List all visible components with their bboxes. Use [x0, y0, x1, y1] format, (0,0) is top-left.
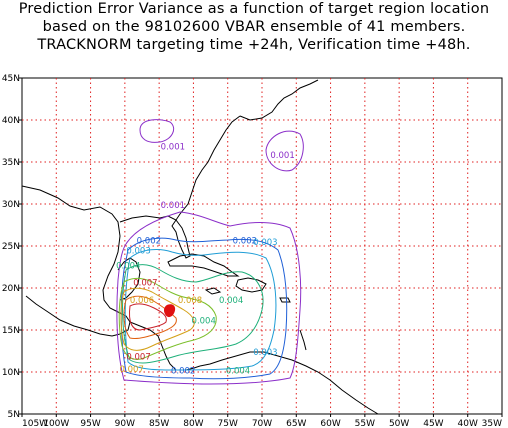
contour-0.002: [120, 237, 288, 380]
x-tick-label: 85W: [149, 419, 169, 428]
contour-label: 0.003: [253, 238, 277, 248]
contours: [116, 119, 304, 385]
coastline-south-america: [199, 351, 379, 415]
x-tick-label: 55W: [355, 419, 375, 428]
contour-label: 0.007: [120, 365, 144, 375]
contour-0.007: [123, 295, 177, 339]
contour-label: 0.004: [192, 316, 216, 326]
x-tick-label: 90W: [115, 419, 135, 428]
contour-0.003: [124, 249, 277, 371]
y-tick-label: 45N: [2, 74, 20, 84]
contour-label: 0.002: [137, 236, 161, 246]
contour-label: 0.001: [161, 201, 185, 211]
contour-0.004: [122, 264, 264, 364]
title-line-1: Prediction Error Variance as a function …: [18, 1, 490, 17]
contour-label: 0.008: [178, 296, 202, 306]
contour-0.006: [120, 287, 195, 351]
x-tick-label: 95W: [80, 419, 100, 428]
coastline-gulf-central-america: [21, 185, 131, 337]
x-tick-label: 100W: [43, 419, 69, 428]
contour-label: 0.004: [226, 367, 250, 377]
contour-label: 0.006: [130, 296, 154, 306]
y-tick-label: 40N: [2, 116, 20, 126]
contour-label: 0.001: [161, 142, 185, 152]
x-tick-label: 35W: [482, 419, 502, 428]
y-tick-label: 20N: [2, 284, 20, 294]
contour-label: 0.004: [219, 296, 243, 306]
coastline-us-gulf-florida: [119, 115, 241, 259]
coastline-lesser-antilles: [299, 329, 307, 351]
x-tick-label: 75W: [218, 419, 238, 428]
coastline-northeast: [239, 79, 319, 121]
contour-label: 0.007: [126, 352, 150, 362]
contour-0.001-north: [139, 119, 175, 143]
contour-0.005: [118, 277, 217, 360]
contour-label: 0.001: [270, 151, 294, 161]
coastline-jamaica: [204, 287, 222, 295]
coastline-puerto-rico: [279, 297, 291, 303]
y-tick-label: 25N: [2, 242, 20, 252]
x-tick-label: 40W: [458, 419, 478, 428]
x-tick-label: 45W: [423, 419, 443, 428]
contour-label: 0.003: [126, 247, 150, 257]
y-tick-label: 10N: [2, 368, 20, 378]
contour-label: 0.003: [253, 348, 277, 358]
contour-0.001-main: [116, 211, 302, 385]
x-tick-label: 105W: [22, 419, 48, 428]
coastlines: [21, 79, 379, 415]
contour-label: 0.007: [133, 278, 157, 288]
contour-label: 0.004: [116, 262, 140, 272]
title-line-3: TRACKNORM targeting time +24h, Verificat…: [37, 37, 471, 53]
y-tick-label: 15N: [2, 326, 20, 336]
x-tick-label: 80W: [183, 419, 203, 428]
y-tick-label: 5N: [8, 410, 20, 420]
title-line-2: based on the 98102600 VBAR ensemble of 4…: [42, 19, 466, 35]
x-tick-label: 60W: [320, 419, 340, 428]
coastline-cuba: [167, 253, 240, 277]
max-marker: [163, 304, 176, 318]
x-tick-label: 50W: [389, 419, 409, 428]
x-tick-label: 65W: [286, 419, 306, 428]
y-tick-label: 35N: [2, 158, 20, 168]
contour-label: 0.002: [233, 236, 257, 246]
maximum-variance-marker: [163, 304, 176, 318]
x-tick-label: 70W: [252, 419, 272, 428]
contour-0.008: [129, 303, 167, 331]
y-tick-label: 30N: [2, 200, 20, 210]
coastline-hispaniola: [235, 277, 267, 293]
contour-label: 0.002: [171, 367, 195, 377]
contour-0.001-east: [265, 130, 304, 172]
